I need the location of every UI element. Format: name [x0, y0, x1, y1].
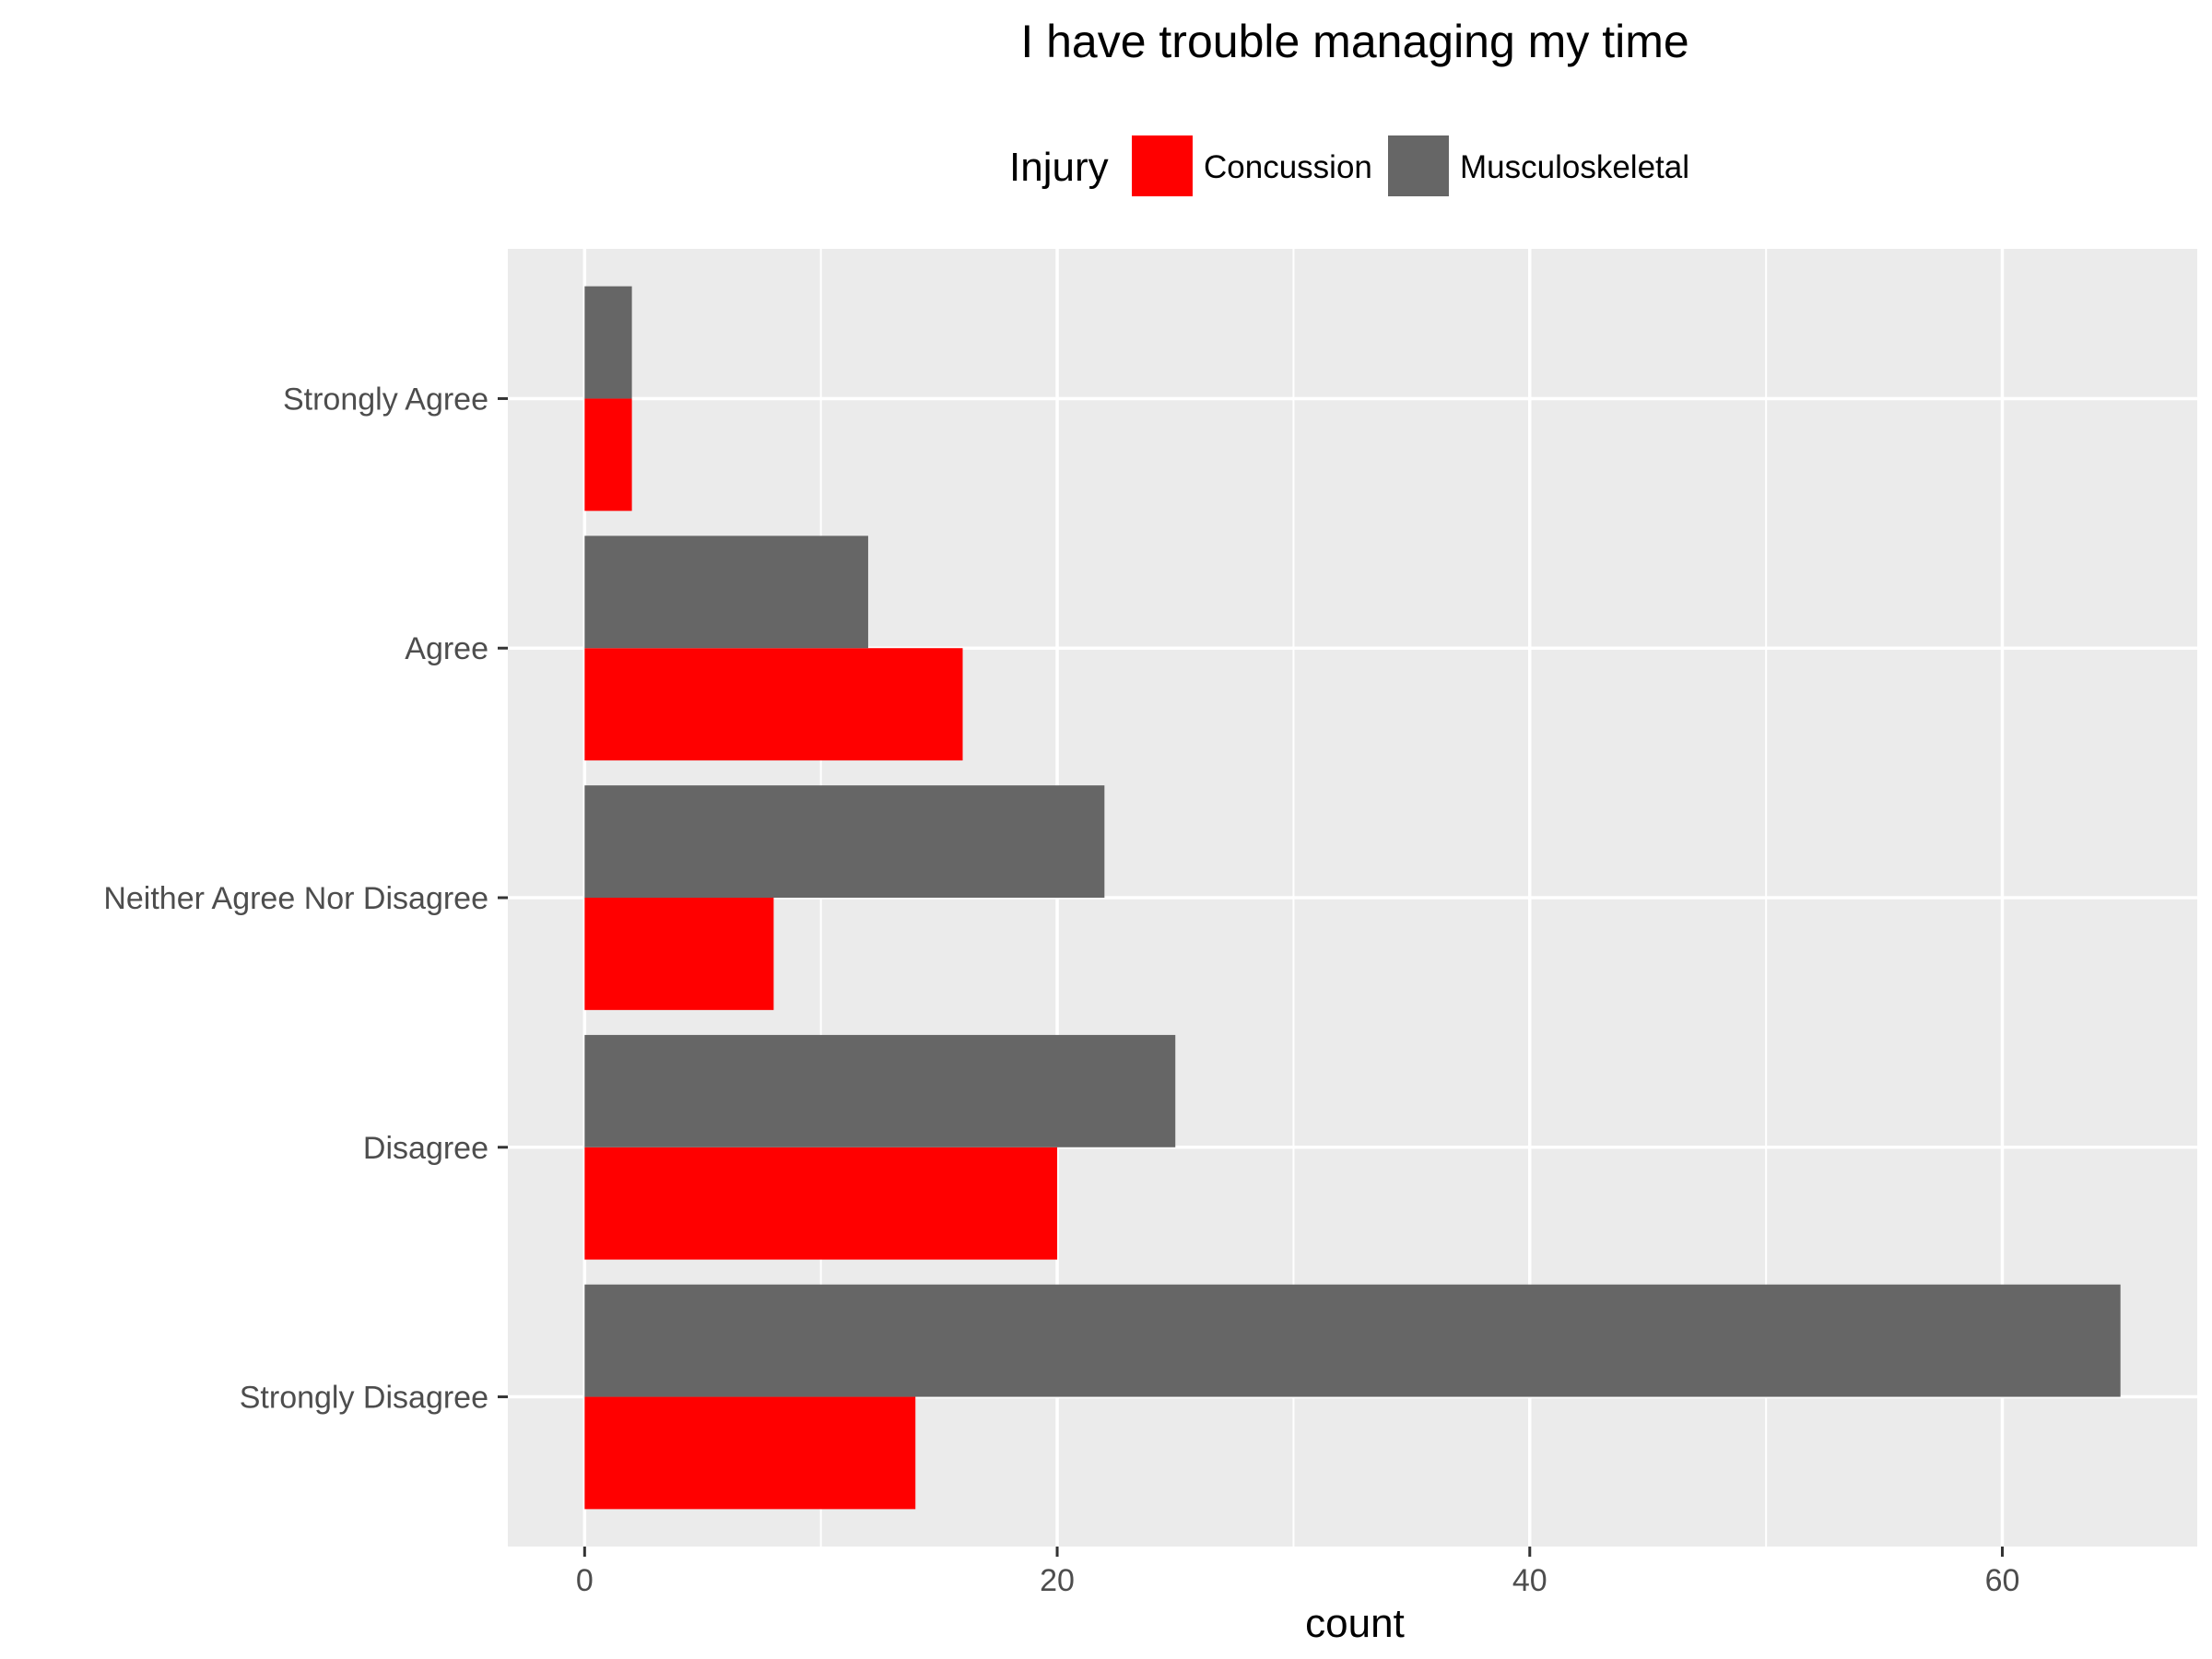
legend-label-concussion: Concussion	[1204, 149, 1372, 185]
legend-swatch-concussion	[1132, 135, 1193, 196]
bar-concussion-1	[584, 398, 632, 512]
x-tick-label: 40	[1512, 1563, 1547, 1598]
y-tick-label: Agree	[405, 631, 488, 666]
bar-concussion-3	[584, 898, 774, 1010]
chart-title: I have trouble managing my time	[1020, 16, 1688, 67]
bars	[584, 286, 2121, 1510]
y-tick-label: Strongly Agree	[283, 382, 488, 417]
bar-musculoskeletal-2	[584, 535, 868, 649]
bar-musculoskeletal-1	[584, 286, 632, 399]
x-axis: 0 20 40 60	[576, 1547, 2020, 1598]
y-tick-label: Disagree	[363, 1131, 488, 1166]
y-axis: Strongly Agree Agree Neither Agree Nor Dis…	[103, 382, 508, 1416]
bar-concussion-2	[584, 648, 963, 761]
bar-musculoskeletal-3	[584, 785, 1105, 898]
legend-title: Injury	[1009, 145, 1109, 190]
x-tick-label: 20	[1040, 1563, 1075, 1598]
bar-concussion-5	[584, 1396, 916, 1510]
bar-concussion-4	[584, 1147, 1058, 1260]
x-tick-label: 0	[576, 1563, 594, 1598]
bar-musculoskeletal-4	[584, 1034, 1176, 1147]
legend-swatch-musculoskeletal	[1388, 135, 1449, 196]
x-tick-label: 60	[1985, 1563, 2020, 1598]
x-axis-title: count	[1305, 1601, 1405, 1646]
y-tick-label: Strongly Disagree	[240, 1381, 488, 1416]
legend-label-musculoskeletal: Musculoskeletal	[1460, 149, 1689, 185]
y-tick-label: Neither Agree Nor Disagree	[103, 881, 488, 916]
bar-musculoskeletal-5	[584, 1284, 2121, 1397]
legend: Injury Concussion Musculoskeletal	[1009, 135, 1689, 196]
